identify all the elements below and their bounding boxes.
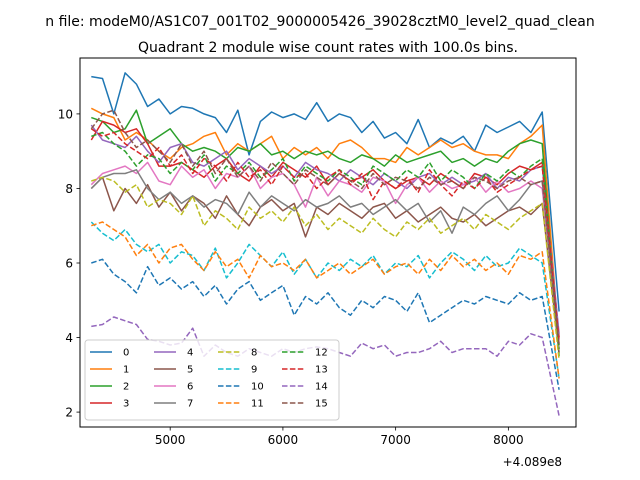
plot-frame — [79, 57, 577, 428]
series-line-8 — [91, 176, 560, 360]
legend-label-12: 12 — [315, 348, 328, 359]
legend-label-14: 14 — [315, 382, 328, 393]
x-offset-label: +4.089e8 — [503, 455, 562, 469]
y-axis: 2 4 6 8 10 — [58, 107, 80, 420]
series-line-2 — [91, 109, 560, 357]
series-line-13 — [90, 128, 560, 342]
legend-label-13: 13 — [315, 365, 328, 376]
series-line-3 — [90, 120, 560, 338]
series-line-12 — [91, 131, 560, 349]
series-line-7 — [90, 169, 560, 349]
legend-box — [84, 339, 340, 421]
legend-label-2: 2 — [123, 382, 129, 393]
legend-label-1: 1 — [123, 365, 129, 376]
x-tick-label: 7000 — [380, 433, 411, 447]
legend-label-11: 11 — [251, 399, 264, 410]
x-tick-label: 8000 — [493, 433, 524, 447]
y-tick-label: 4 — [65, 331, 73, 345]
series-line-6 — [90, 161, 560, 346]
series-line-9 — [90, 221, 560, 379]
series-line-10 — [91, 258, 560, 390]
x-tick-label: 6000 — [268, 433, 299, 447]
plot-lines — [90, 72, 560, 416]
series-line-1 — [90, 107, 560, 346]
legend-label-9: 9 — [251, 365, 257, 376]
y-tick-label: 10 — [58, 107, 73, 121]
series-line-0 — [91, 72, 560, 312]
series-line-11 — [91, 221, 560, 379]
legend-label-0: 0 — [123, 348, 129, 359]
legend-label-5: 5 — [187, 365, 193, 376]
legend-label-6: 6 — [187, 382, 193, 393]
legend-label-3: 3 — [123, 399, 129, 410]
series-line-5 — [90, 176, 560, 353]
x-axis: 5000 6000 7000 8000 — [155, 427, 524, 447]
y-tick-label: 8 — [65, 182, 73, 196]
y-tick-label: 2 — [65, 406, 73, 420]
legend-label-10: 10 — [251, 382, 264, 393]
y-tick-label: 6 — [65, 257, 73, 271]
series-line-15 — [90, 109, 560, 346]
legend-label-15: 15 — [315, 399, 328, 410]
chart-title-line2: Quadrant 2 module wise count rates with … — [138, 40, 518, 56]
x-tick-label: 5000 — [155, 433, 186, 447]
legend-label-7: 7 — [187, 399, 193, 410]
chart-title-line1: n file: modeM0/AS1C07_001T02_9000005426_… — [45, 14, 594, 30]
legend-label-4: 4 — [187, 348, 193, 359]
legend-label-8: 8 — [251, 348, 257, 359]
